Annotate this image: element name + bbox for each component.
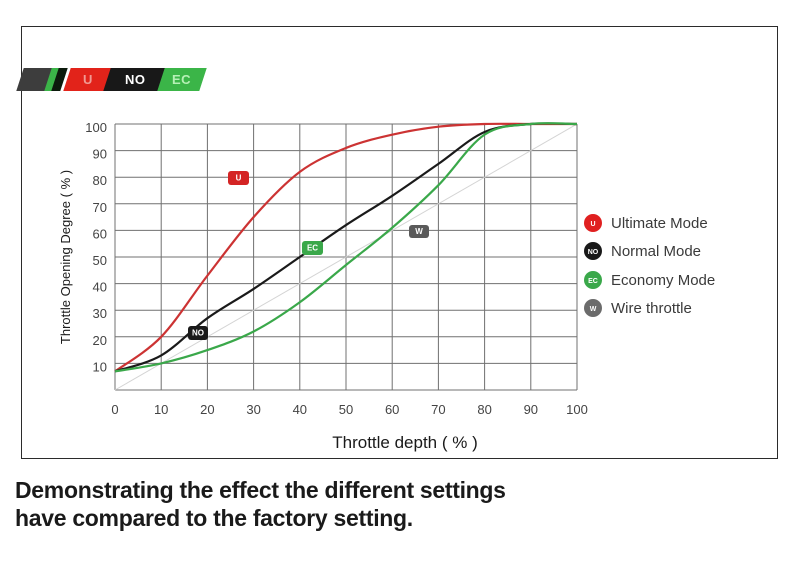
svg-text:80: 80: [93, 173, 107, 188]
svg-text:60: 60: [385, 402, 399, 417]
svg-text:Normal Mode: Normal Mode: [611, 243, 701, 260]
svg-text:100: 100: [566, 402, 588, 417]
svg-text:10: 10: [154, 402, 168, 417]
svg-text:60: 60: [93, 226, 107, 241]
svg-text:30: 30: [93, 306, 107, 321]
svg-text:20: 20: [93, 333, 107, 348]
svg-text:90: 90: [93, 147, 107, 162]
svg-text:10: 10: [93, 359, 107, 374]
svg-text:40: 40: [93, 280, 107, 295]
svg-text:W: W: [590, 306, 597, 313]
svg-text:Throttle depth ( % ): Throttle depth ( % ): [332, 433, 478, 452]
svg-text:40: 40: [293, 402, 307, 417]
svg-text:20: 20: [200, 402, 214, 417]
svg-text:EC: EC: [307, 244, 318, 253]
svg-text:U: U: [236, 174, 242, 183]
svg-text:100: 100: [85, 120, 107, 135]
svg-text:30: 30: [246, 402, 260, 417]
svg-text:Wire throttle: Wire throttle: [611, 300, 692, 317]
svg-text:70: 70: [93, 200, 107, 215]
svg-text:0: 0: [111, 402, 118, 417]
svg-text:Throttle Opening Degree ( % ): Throttle Opening Degree ( % ): [58, 170, 73, 344]
svg-text:EC: EC: [588, 278, 598, 285]
svg-text:NO: NO: [588, 249, 599, 256]
svg-text:NO: NO: [192, 329, 204, 338]
svg-text:80: 80: [477, 402, 491, 417]
svg-text:Ultimate Mode: Ultimate Mode: [611, 215, 708, 232]
svg-text:50: 50: [93, 253, 107, 268]
svg-text:W: W: [415, 227, 423, 236]
svg-text:90: 90: [524, 402, 538, 417]
svg-text:70: 70: [431, 402, 445, 417]
svg-text:U: U: [590, 221, 595, 228]
svg-text:Economy Mode: Economy Mode: [611, 272, 715, 289]
svg-text:50: 50: [339, 402, 353, 417]
